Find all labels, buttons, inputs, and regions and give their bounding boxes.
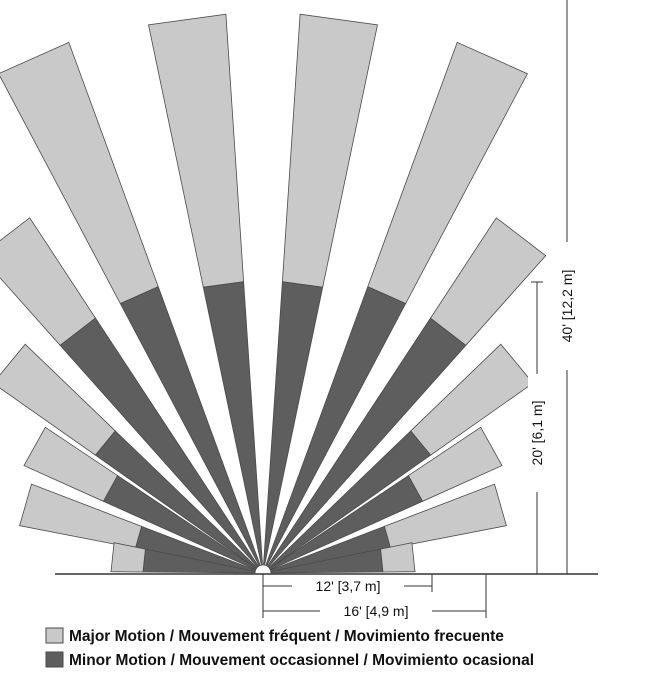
coverage-finger-left-4 xyxy=(0,343,258,569)
major-motion-zone xyxy=(407,426,503,502)
coverage-finger-left-1 xyxy=(148,13,263,566)
major-motion-zone xyxy=(383,483,507,549)
major-motion-zone xyxy=(19,483,143,549)
major-motion-zone xyxy=(429,217,547,346)
major-motion-zone xyxy=(0,217,97,346)
coverage-finger-right-2 xyxy=(265,41,528,567)
legend-swatch-minor xyxy=(45,651,64,668)
major-motion-zone xyxy=(110,542,146,573)
dimension-16ft: 16' [4,9 m] xyxy=(263,574,487,619)
dimension-40ft-label: 40' [12,2 m] xyxy=(559,270,575,343)
coverage-finger-left-2 xyxy=(0,41,261,567)
coverage-finger-right-7 xyxy=(270,542,416,574)
legend-label-major: Major Motion / Mouvement fréquent / Movi… xyxy=(69,628,504,645)
minor-motion-zone xyxy=(263,281,324,566)
coverage-finger-left-5 xyxy=(23,426,257,571)
coverage-finger-left-7 xyxy=(110,542,256,574)
coverage-zones xyxy=(0,13,547,574)
legend-item-minor: Minor Motion / Mouvement occasionnel / M… xyxy=(45,651,534,669)
minor-motion-zone xyxy=(202,281,263,566)
major-motion-zone xyxy=(148,13,245,288)
dimension-12ft-label: 12' [3,7 m] xyxy=(316,578,381,594)
legend-swatch-major xyxy=(45,627,64,644)
legend-label-minor: Minor Motion / Mouvement occasionnel / M… xyxy=(69,652,534,669)
major-motion-zone xyxy=(23,426,119,502)
coverage-finger-right-5 xyxy=(269,426,503,571)
major-motion-zone xyxy=(0,343,116,456)
dimension-12ft: 12' [3,7 m] xyxy=(262,574,433,618)
dimension-40ft: 40' [12,2 m] xyxy=(558,0,576,574)
major-motion-zone xyxy=(0,41,159,305)
coverage-finger-right-1 xyxy=(263,13,378,566)
major-motion-zone xyxy=(380,542,416,573)
dimension-20ft: 20' [6,1 m] xyxy=(528,281,546,574)
major-motion-zone xyxy=(367,41,528,305)
legend: Major Motion / Mouvement fréquent / Movi… xyxy=(45,627,534,669)
dimension-20ft-label: 20' [6,1 m] xyxy=(529,401,545,466)
coverage-finger-right-4 xyxy=(268,343,534,569)
major-motion-zone xyxy=(281,13,378,288)
coverage-finger-left-6 xyxy=(19,483,256,572)
coverage-finger-right-3 xyxy=(266,217,547,568)
coverage-finger-left-3 xyxy=(0,217,260,568)
dimension-16ft-label: 16' [4,9 m] xyxy=(344,603,409,619)
legend-item-major: Major Motion / Mouvement fréquent / Movi… xyxy=(45,627,504,645)
